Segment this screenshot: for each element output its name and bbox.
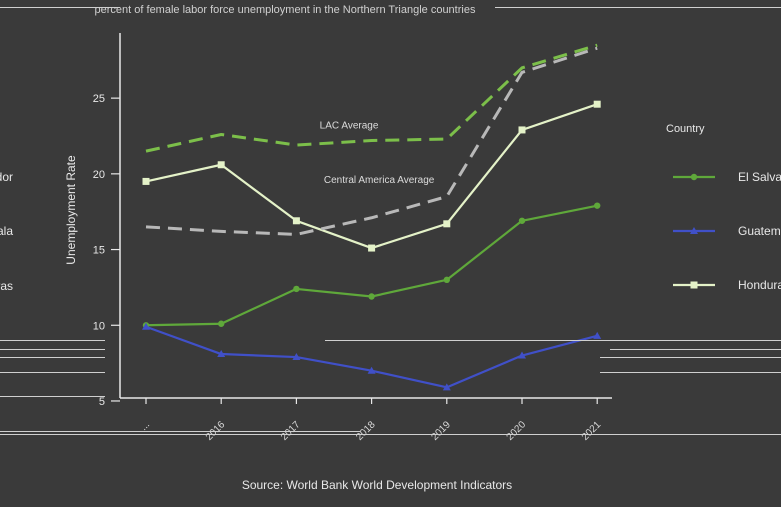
legend-label: Guatemala [738, 224, 781, 238]
data-point [593, 331, 602, 339]
series-line [145, 325, 598, 389]
series-line [145, 204, 598, 327]
annotation-label: LAC Average [320, 120, 379, 131]
legend-marker [690, 227, 698, 234]
y-tick-label: 15 [93, 245, 105, 257]
data-point [443, 276, 450, 284]
series-average [145, 46, 598, 236]
chart-title: percent of female labor force unemployme… [95, 4, 476, 16]
legend-item-guatemala: Guatemala [673, 224, 781, 238]
data-point [518, 217, 526, 224]
data-point [594, 202, 601, 209]
y-axis-label: Unemployment Rate [64, 155, 78, 265]
series-honduras [142, 100, 601, 252]
data-point [443, 220, 451, 228]
legend-item-honduras: Honduras [673, 278, 781, 292]
artifact-line [600, 372, 781, 373]
data-point [367, 366, 376, 374]
legend-remnant: Honduras [0, 279, 13, 293]
artifact-line [0, 357, 105, 358]
x-tick-label: 2021 [580, 419, 604, 443]
x-tick-label: 2019 [429, 419, 453, 443]
y-tick-label: 20 [93, 169, 105, 181]
legend-remnant: Guatemala [0, 224, 13, 238]
artifact-line [0, 434, 781, 435]
legend-marker [690, 173, 698, 181]
artifact-line [0, 7, 120, 8]
legend-remnant: El Salvador [0, 170, 13, 184]
series-line [145, 43, 598, 153]
series-average [145, 43, 598, 153]
artifact-line [0, 372, 105, 373]
data-point [442, 383, 451, 391]
y-tick-label: 25 [93, 93, 105, 105]
artifact-line [610, 349, 781, 350]
data-point [368, 293, 375, 300]
series-guatemala [142, 322, 602, 391]
data-point [217, 350, 226, 358]
annotation-label: Central America Average [324, 175, 435, 186]
legend-title: Country [666, 123, 705, 135]
artifact-line [0, 431, 360, 432]
legend: El Salvador Guatemala Honduras El Salvador G… [0, 170, 781, 293]
data-point [293, 285, 300, 293]
legend-marker [690, 281, 698, 289]
y-tick-label: 5 [99, 396, 105, 408]
series-layer [142, 43, 602, 391]
artifact-line [0, 340, 105, 341]
annotations: LAC Average Central America Average [320, 120, 435, 186]
legend-item-el-salvador: El Salvador [673, 170, 781, 184]
data-point [142, 177, 150, 185]
artifact-line [0, 349, 105, 350]
data-point [218, 320, 225, 327]
artifact-line [495, 7, 781, 8]
data-point [518, 126, 526, 134]
data-point [292, 217, 300, 225]
legend-label: El Salvador [738, 170, 781, 184]
data-point [142, 322, 150, 330]
artifact-line [0, 396, 105, 397]
y-tick-label: 10 [93, 320, 105, 332]
artifact-line [325, 340, 781, 341]
data-point [518, 351, 526, 359]
series-el-salvador [142, 202, 601, 329]
data-point [593, 100, 601, 108]
series-line [145, 46, 598, 236]
artifact-line [600, 357, 781, 358]
data-point [217, 161, 225, 169]
legend-label: Honduras [738, 278, 781, 292]
chart-caption: Source: World Bank World Development Ind… [242, 478, 512, 492]
x-tick-label: 2020 [505, 419, 529, 443]
data-point [292, 353, 301, 361]
data-point [368, 244, 376, 252]
